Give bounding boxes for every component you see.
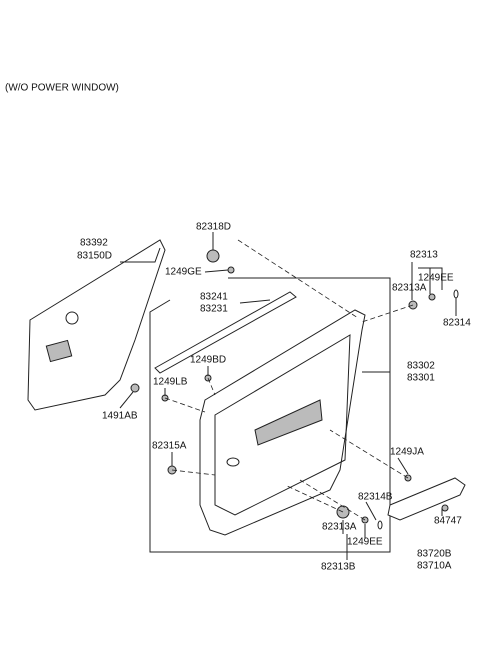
part-label: 84747 [434, 516, 462, 527]
screw [227, 266, 235, 274]
part-label: 82313A [322, 522, 357, 533]
part-label: 1249EE [347, 537, 383, 548]
part-label: 82315A [152, 441, 187, 452]
part-label: 1491AB [102, 411, 138, 422]
panel-outer [27, 239, 166, 411]
part-label: 82314B [358, 492, 393, 503]
part-label: 83150D [77, 251, 112, 262]
part-label: 82313A [392, 283, 427, 294]
part-label: 1249EE [418, 273, 454, 284]
part-label: 83241 [200, 292, 228, 303]
part-label: 82314 [443, 318, 471, 329]
panel-hole [65, 311, 79, 325]
part-label: 83302 [407, 361, 435, 372]
clip [377, 520, 383, 530]
clip [130, 383, 140, 393]
panel-hole [45, 339, 73, 363]
part-label: 83710A [417, 561, 452, 572]
part-label: 83392 [80, 238, 108, 249]
part-label: 82318D [196, 222, 231, 233]
guide-line [164, 239, 414, 521]
clip [453, 289, 459, 299]
weatherstrip [154, 291, 297, 374]
bracket-box [149, 277, 391, 553]
part-label: 83720B [417, 549, 452, 560]
title: (W/O POWER WINDOW) [5, 83, 119, 94]
fastener [206, 249, 220, 263]
part-label: 1249LB [153, 377, 188, 388]
part-label: 1249GE [165, 267, 202, 278]
armrest [254, 399, 323, 446]
part-label: 1249JA [390, 447, 424, 458]
part-label: 82313B [321, 562, 356, 573]
part-label: 83231 [200, 304, 228, 315]
part-label: 83301 [407, 373, 435, 384]
leader-line [119, 232, 457, 560]
screw [441, 504, 449, 512]
handle [226, 457, 240, 467]
fastener [336, 505, 350, 519]
part-label: 82313 [410, 250, 438, 261]
screw [428, 293, 436, 301]
part-label: 1249BD [190, 355, 226, 366]
pull-handle [387, 477, 466, 521]
